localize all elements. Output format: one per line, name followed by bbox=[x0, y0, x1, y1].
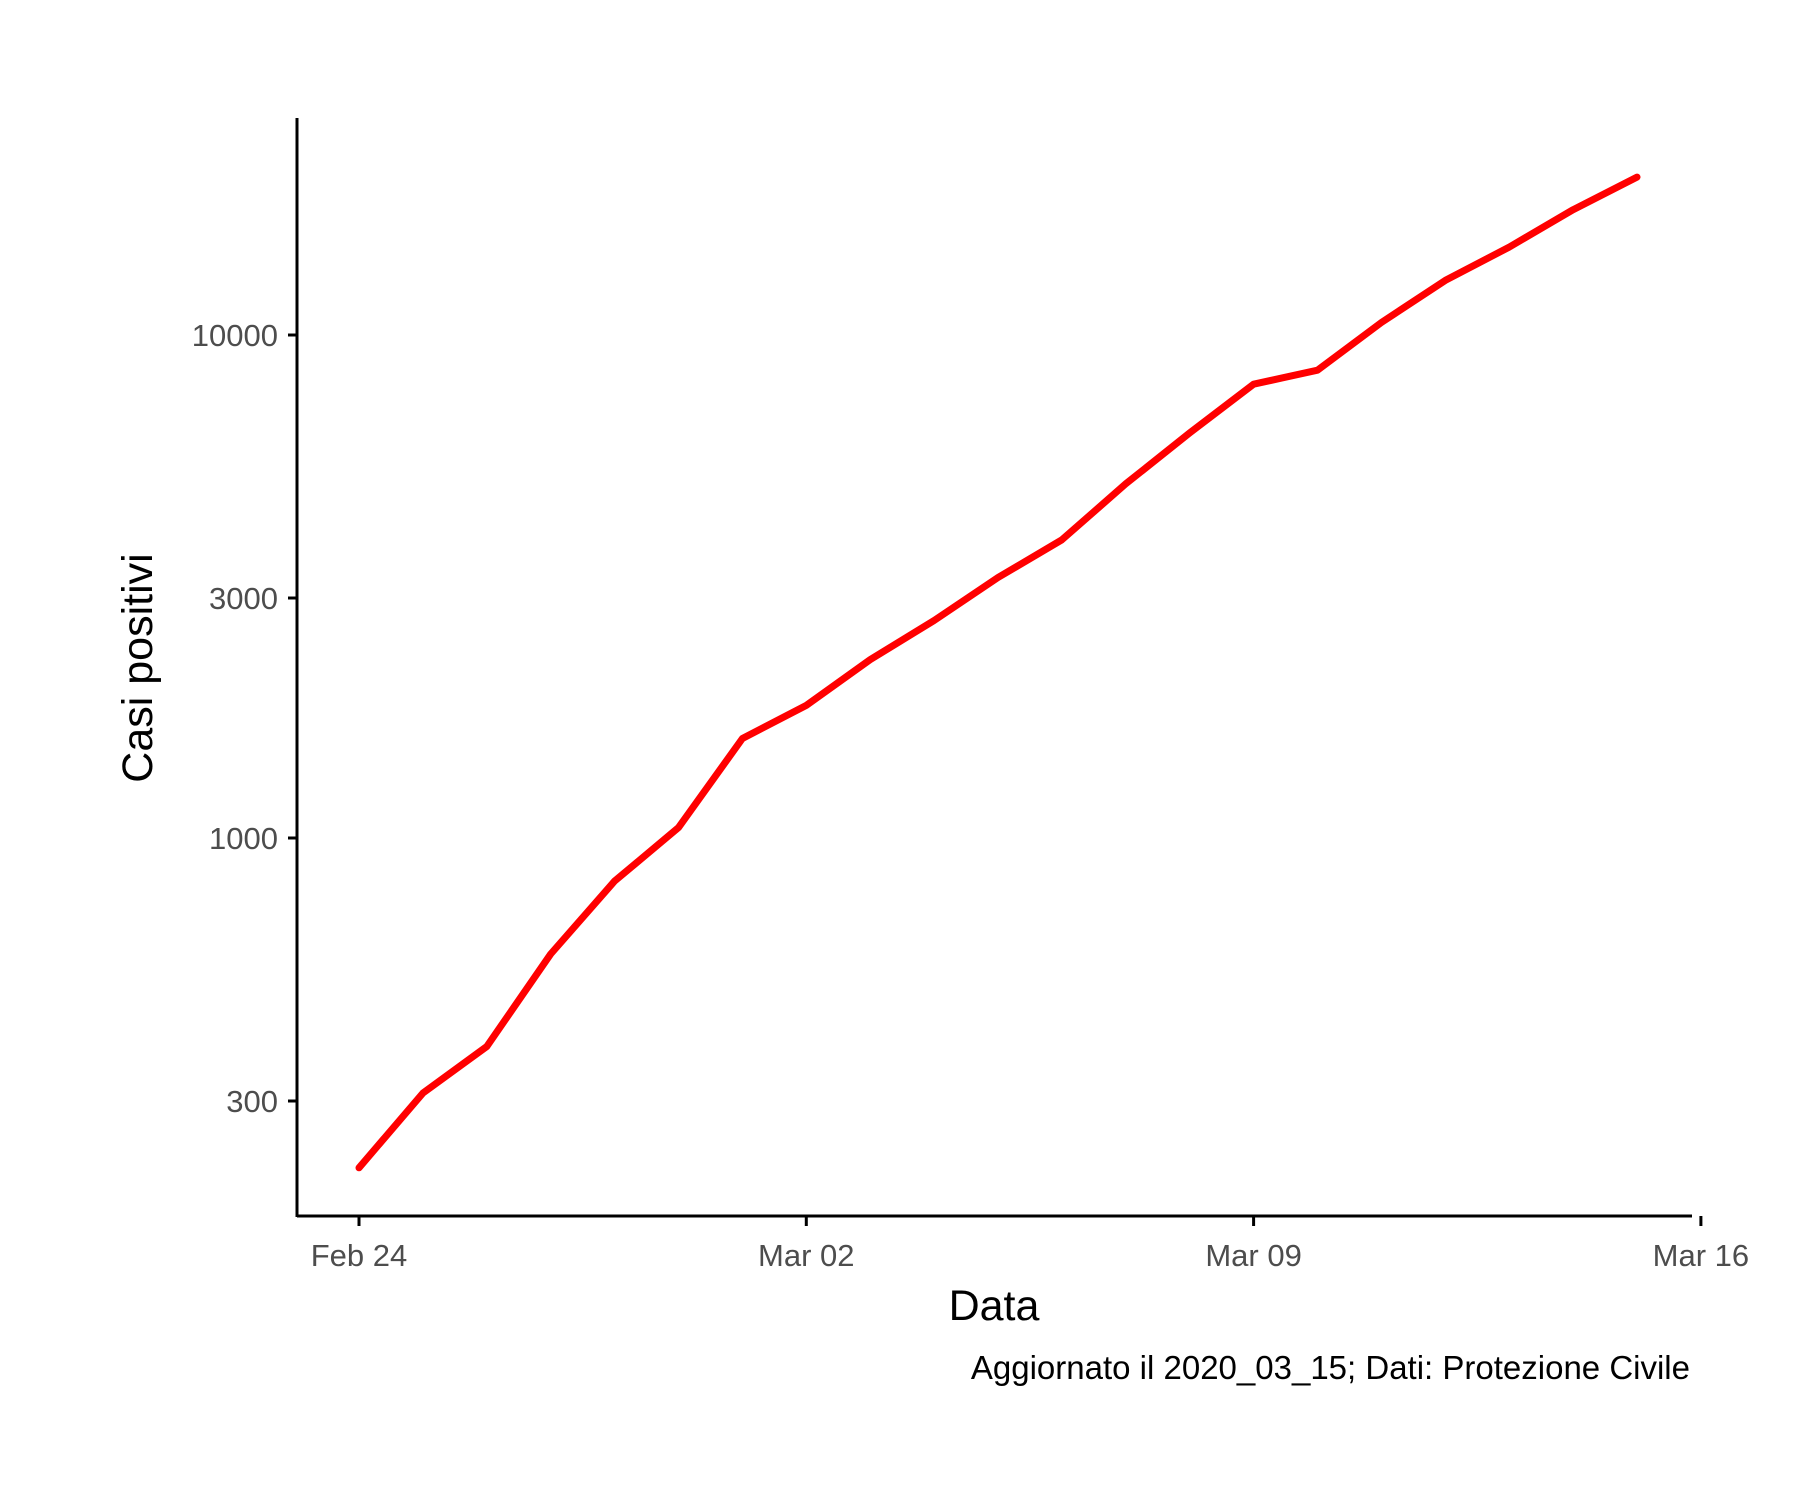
x-tick-label: Mar 16 bbox=[1653, 1238, 1749, 1273]
x-tick-label: Mar 09 bbox=[1205, 1238, 1301, 1273]
y-tick-label: 10000 bbox=[192, 318, 278, 353]
y-tick-label: 1000 bbox=[209, 821, 278, 856]
x-tick-label: Feb 24 bbox=[311, 1238, 408, 1273]
series-line bbox=[355, 173, 1641, 1172]
y-tick-label: 3000 bbox=[209, 581, 278, 616]
y-tick-label: 300 bbox=[226, 1084, 278, 1119]
chart-caption: Aggiornato il 2020_03_15; Dati: Protezio… bbox=[971, 1349, 1690, 1386]
y-axis-ticks: 300 1000 3000 10000 bbox=[192, 318, 297, 1119]
y-axis-title: Casi positivi bbox=[114, 553, 162, 782]
x-axis-title: Data bbox=[949, 1282, 1040, 1330]
plot-area bbox=[355, 173, 1641, 1172]
x-tick-label: Mar 02 bbox=[758, 1238, 854, 1273]
x-axis-ticks: Feb 24 Mar 02 Mar 09 Mar 16 bbox=[311, 1216, 1749, 1273]
